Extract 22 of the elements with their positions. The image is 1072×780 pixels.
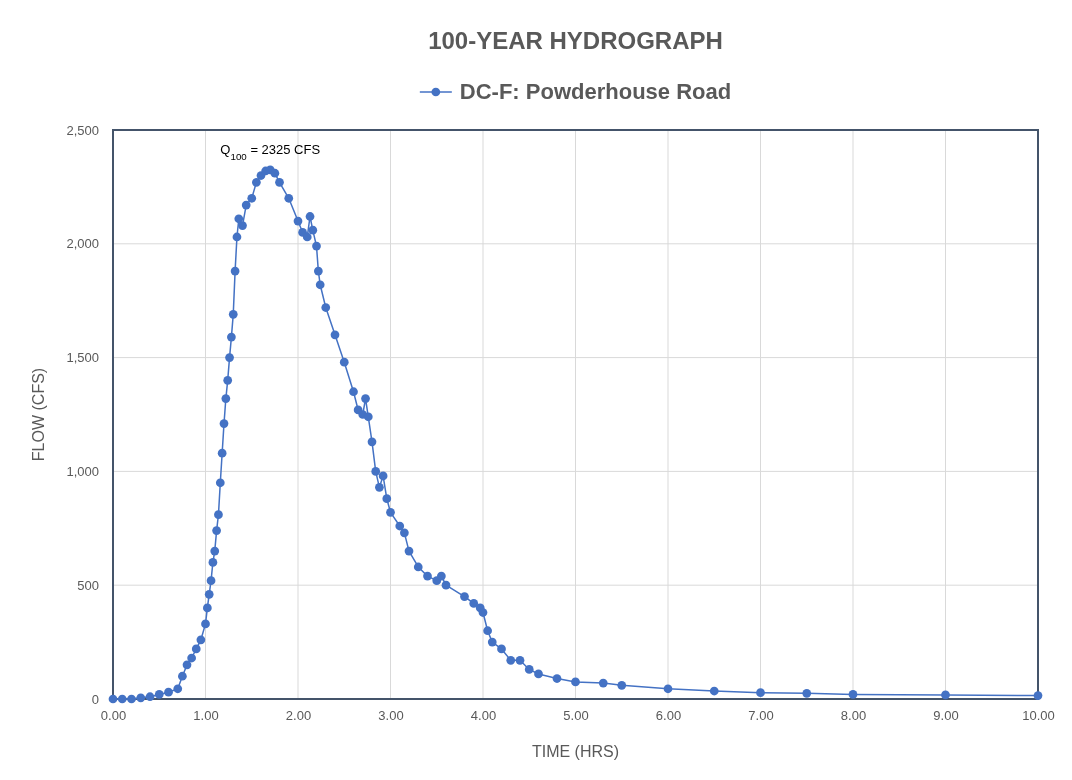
y-tick-label: 0 bbox=[91, 691, 99, 707]
x-tick-label: 10.00 bbox=[1022, 708, 1055, 724]
x-tick-label: 2.00 bbox=[285, 708, 312, 724]
x-tick-label: 8.00 bbox=[840, 708, 867, 724]
annotation: Q$_{100}$ = 2325 CFS bbox=[220, 141, 321, 162]
y-tick-label: 1,500 bbox=[66, 350, 99, 366]
y-tick-label: 2,000 bbox=[66, 236, 99, 252]
x-tick-label: 9.00 bbox=[933, 708, 959, 724]
x-axis-title: TIME (HRS) bbox=[531, 743, 620, 760]
y-tick-label: 500 bbox=[77, 577, 99, 593]
x-tick-label: 3.00 bbox=[378, 708, 404, 724]
chart-title: 100-YEAR HYDROGRAPH bbox=[428, 27, 723, 54]
legend-label: DC-F: Powderhouse Road bbox=[459, 79, 732, 104]
x-tick-label: 1.00 bbox=[193, 708, 219, 724]
x-tick-label: 6.00 bbox=[655, 708, 682, 724]
y-tick-label: 2,500 bbox=[66, 122, 99, 138]
x-tick-label: 7.00 bbox=[748, 708, 774, 724]
y-tick-label: 1,000 bbox=[66, 464, 99, 480]
y-axis-title: FLOW (CFS) bbox=[30, 367, 47, 462]
x-tick-label: 5.00 bbox=[563, 708, 589, 724]
x-tick-label: 0.00 bbox=[100, 708, 127, 724]
x-tick-label: 4.00 bbox=[470, 708, 497, 724]
